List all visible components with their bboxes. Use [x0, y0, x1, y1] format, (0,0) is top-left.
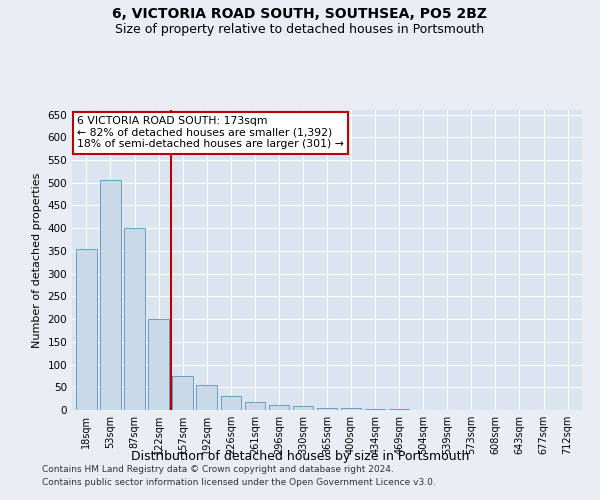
Bar [341, 408, 361, 410]
Text: Contains HM Land Registry data © Crown copyright and database right 2024.: Contains HM Land Registry data © Crown c… [42, 466, 394, 474]
Bar [365, 409, 385, 410]
Bar [148, 319, 169, 410]
Bar [221, 396, 241, 410]
Text: Distribution of detached houses by size in Portsmouth: Distribution of detached houses by size … [131, 450, 469, 463]
Bar [124, 228, 145, 410]
Bar [269, 406, 289, 410]
Text: 6, VICTORIA ROAD SOUTH, SOUTHSEA, PO5 2BZ: 6, VICTORIA ROAD SOUTH, SOUTHSEA, PO5 2B… [113, 8, 487, 22]
Text: Size of property relative to detached houses in Portsmouth: Size of property relative to detached ho… [115, 22, 485, 36]
Bar [317, 408, 337, 410]
Bar [196, 385, 217, 410]
Bar [389, 409, 409, 410]
Bar [76, 248, 97, 410]
Text: Contains public sector information licensed under the Open Government Licence v3: Contains public sector information licen… [42, 478, 436, 487]
Bar [172, 376, 193, 410]
Text: 6 VICTORIA ROAD SOUTH: 173sqm
← 82% of detached houses are smaller (1,392)
18% o: 6 VICTORIA ROAD SOUTH: 173sqm ← 82% of d… [77, 116, 344, 149]
Bar [245, 402, 265, 410]
Bar [293, 406, 313, 410]
Y-axis label: Number of detached properties: Number of detached properties [32, 172, 42, 348]
Bar [100, 180, 121, 410]
